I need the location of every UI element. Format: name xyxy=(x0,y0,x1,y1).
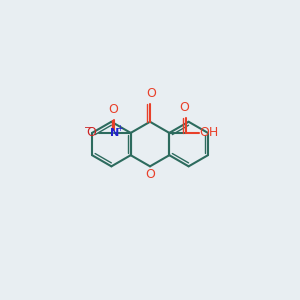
Text: O: O xyxy=(145,168,155,181)
Text: O: O xyxy=(87,126,97,140)
Text: −: − xyxy=(84,124,92,134)
Text: O: O xyxy=(108,103,118,116)
Text: N: N xyxy=(110,128,119,138)
Text: O: O xyxy=(179,101,189,115)
Text: O: O xyxy=(146,87,156,101)
Text: +: + xyxy=(116,124,123,133)
Text: OH: OH xyxy=(199,126,218,140)
